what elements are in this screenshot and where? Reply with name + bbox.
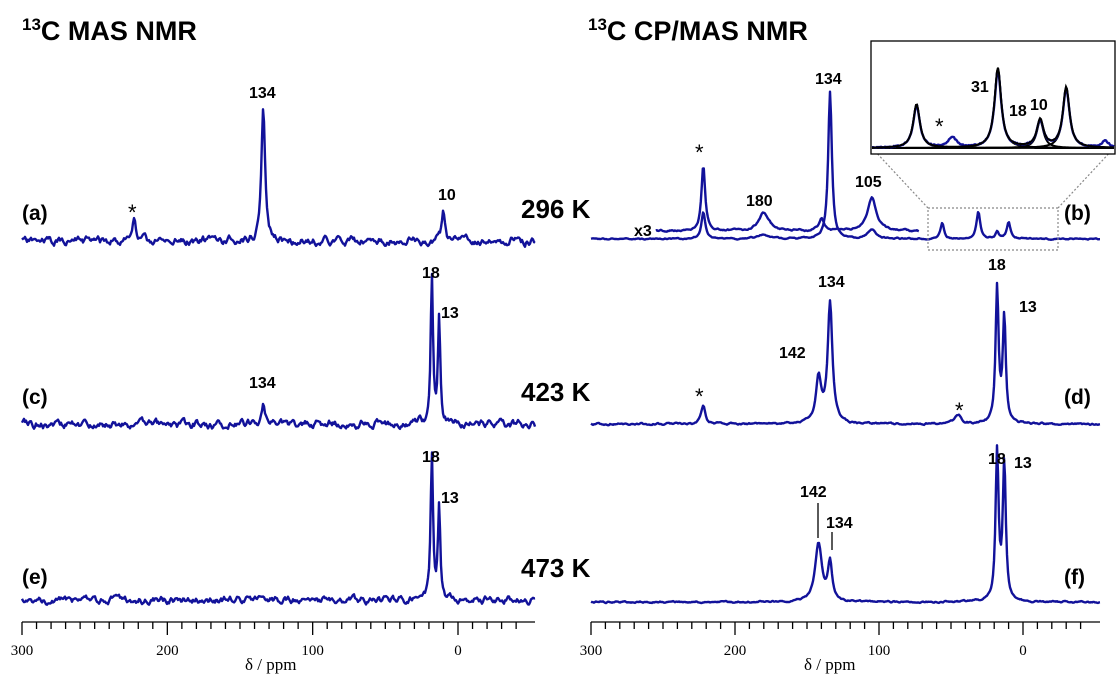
header-left-text: C MAS NMR (41, 16, 197, 46)
peak-label-d-134: 134 (818, 274, 845, 291)
peak-label-a-star: * (128, 200, 137, 225)
tick-label-200: 200 (724, 643, 747, 659)
temp-296: 296 K (521, 194, 591, 224)
spectrum-b-296K-cpmas-x3 (655, 167, 920, 233)
peak-label-c-18: 18 (422, 265, 440, 282)
panel-label-d: (d) (1064, 386, 1091, 409)
spectrum-d-423K-cpmas (590, 281, 1101, 427)
peak-label-d-star2: * (955, 398, 964, 423)
peak-label-f-142: 142 (800, 484, 827, 501)
spectrum-b-296K-cpmas (590, 90, 1101, 241)
inset-label-10: 10 (1030, 97, 1048, 114)
scale-label-x3: x3 (634, 223, 652, 240)
tick-label-0: 0 (454, 643, 462, 659)
inset-label-star: * (935, 114, 944, 139)
header-left: 13C MAS NMR (22, 15, 197, 46)
header-right: 13C CP/MAS NMR (588, 15, 808, 46)
spectrum-f-473K-cpmas (590, 444, 1101, 605)
panel-label-b: (b) (1064, 202, 1091, 225)
peak-label-b-180: 180 (746, 193, 773, 210)
peak-label-d-star1: * (695, 384, 704, 409)
header-right-sup: 13 (588, 15, 607, 34)
peak-label-f-13: 13 (1014, 455, 1032, 472)
peak-label-d-18: 18 (988, 257, 1006, 274)
zoom-connector-right (1057, 147, 1115, 209)
peak-label-f-134: 134 (826, 515, 853, 532)
inset-label-31: 31 (971, 79, 989, 96)
inset-frame (870, 40, 1116, 155)
tick-label-100: 100 (301, 643, 324, 659)
tick-label-0: 0 (1019, 643, 1027, 659)
spectrum-e-473K-mas (20, 451, 536, 606)
temp-423: 423 K (521, 377, 591, 407)
spectrum-c-423K-mas (20, 272, 537, 430)
tick-label-300: 300 (11, 643, 34, 659)
peak-label-e-13: 13 (441, 490, 459, 507)
tick-label-200: 200 (156, 643, 179, 659)
panel-label-f: (f) (1064, 566, 1085, 589)
panel-label-c: (c) (22, 386, 48, 409)
peak-label-f-18: 18 (988, 451, 1006, 468)
tick-label-100: 100 (868, 643, 891, 659)
peak-label-b-star: * (695, 140, 704, 165)
peak-label-c-134: 134 (249, 375, 276, 392)
spectrum-a-296K-mas (21, 108, 536, 248)
header-right-text: C CP/MAS NMR (607, 16, 808, 46)
peak-label-a-134: 134 (249, 85, 276, 102)
panel-label-e: (e) (22, 566, 48, 589)
peak-label-c-13: 13 (441, 305, 459, 322)
peak-label-e-18: 18 (422, 449, 440, 466)
peak-label-a-10: 10 (438, 187, 456, 204)
x-axis-label-right: δ / ppm (804, 655, 855, 674)
temp-473: 473 K (521, 553, 591, 583)
inset-label-18: 18 (1009, 103, 1027, 120)
peak-label-d-142: 142 (779, 345, 806, 362)
zoom-region-box (927, 207, 1059, 251)
x-axis-right: 300 200 100 0 (580, 621, 1100, 659)
tick-label-300: 300 (580, 643, 603, 659)
zoom-connector-left (871, 147, 929, 209)
header-left-sup: 13 (22, 15, 41, 34)
peak-label-d-13: 13 (1019, 299, 1037, 316)
peak-label-b-134: 134 (815, 71, 842, 88)
panel-label-a: (a) (22, 202, 48, 225)
inset-fit-sum (872, 67, 1114, 149)
x-axis-label-left: δ / ppm (245, 655, 296, 674)
peak-label-b-105: 105 (855, 174, 882, 191)
x-axis-left: 300 200 100 0 (11, 621, 535, 659)
